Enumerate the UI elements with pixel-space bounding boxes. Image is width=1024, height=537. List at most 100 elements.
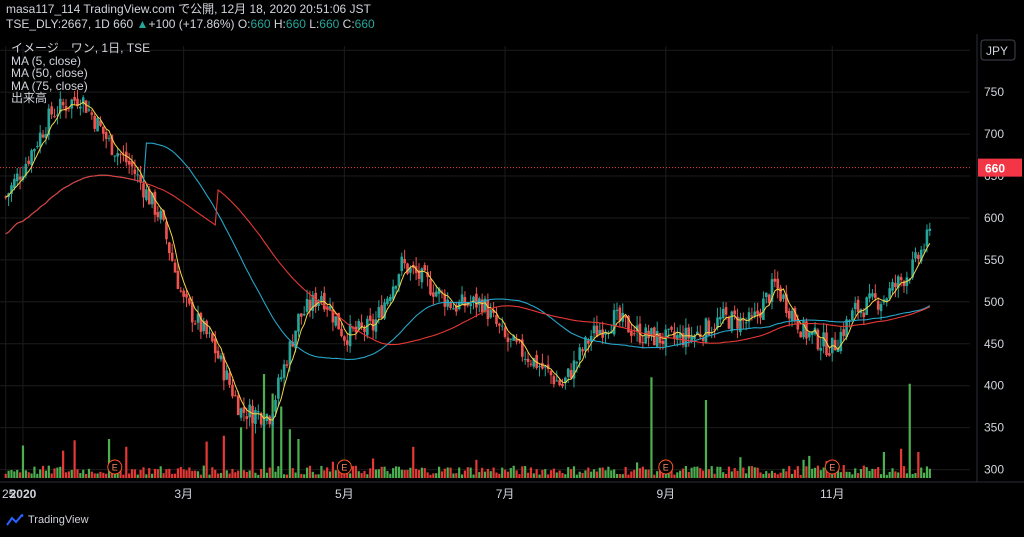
candle[interactable] — [584, 337, 587, 351]
candle[interactable] — [879, 304, 883, 312]
candle[interactable] — [650, 328, 653, 337]
candle[interactable] — [785, 293, 788, 313]
candle[interactable] — [885, 298, 889, 302]
candle[interactable] — [76, 98, 79, 107]
candle[interactable] — [604, 331, 607, 335]
candle[interactable] — [133, 169, 137, 174]
candle[interactable] — [681, 333, 685, 346]
candle[interactable] — [455, 305, 458, 312]
candle[interactable] — [64, 105, 68, 111]
candle[interactable] — [658, 333, 662, 344]
candle[interactable] — [429, 279, 432, 295]
candle[interactable] — [277, 377, 280, 399]
candle[interactable] — [463, 297, 467, 307]
candle[interactable] — [30, 150, 33, 166]
candle[interactable] — [377, 307, 381, 318]
candle[interactable] — [816, 329, 820, 350]
candle[interactable] — [521, 339, 524, 357]
candle[interactable] — [661, 340, 665, 345]
candle[interactable] — [538, 366, 541, 368]
candle[interactable] — [113, 155, 117, 157]
candle[interactable] — [767, 294, 771, 303]
candle[interactable] — [245, 416, 249, 419]
candle[interactable] — [535, 354, 538, 369]
candle[interactable] — [254, 410, 257, 424]
candle[interactable] — [127, 160, 131, 165]
candle[interactable] — [300, 313, 303, 317]
candle[interactable] — [434, 291, 438, 297]
candle[interactable] — [693, 335, 696, 340]
candle[interactable] — [394, 286, 398, 289]
candle[interactable] — [518, 339, 521, 341]
candle[interactable] — [443, 293, 447, 307]
candle[interactable] — [566, 368, 570, 377]
candle[interactable] — [265, 414, 269, 421]
candle[interactable] — [701, 338, 705, 341]
candle[interactable] — [208, 332, 211, 334]
candle[interactable] — [572, 360, 576, 379]
candle[interactable] — [472, 296, 475, 303]
candle[interactable] — [165, 221, 168, 240]
candle[interactable] — [130, 161, 134, 167]
candle[interactable] — [704, 318, 708, 343]
candle[interactable] — [179, 290, 183, 292]
candle[interactable] — [851, 310, 854, 321]
candle[interactable] — [578, 347, 582, 360]
candle[interactable] — [750, 315, 754, 317]
candle[interactable] — [670, 326, 673, 330]
earnings-marker[interactable] — [336, 459, 352, 475]
candle[interactable] — [541, 362, 544, 369]
candle[interactable] — [308, 299, 312, 311]
candle[interactable] — [222, 356, 226, 381]
candle[interactable] — [44, 133, 48, 138]
candle[interactable] — [736, 316, 739, 329]
candle[interactable] — [644, 327, 648, 344]
candle[interactable] — [839, 332, 843, 352]
candle[interactable] — [371, 319, 375, 331]
candle[interactable] — [526, 358, 530, 363]
candle[interactable] — [589, 335, 593, 342]
candle[interactable] — [529, 363, 533, 365]
candle[interactable] — [888, 288, 891, 299]
candle[interactable] — [922, 249, 926, 251]
candle[interactable] — [248, 404, 251, 418]
candle[interactable] — [357, 320, 361, 330]
candle[interactable] — [36, 146, 39, 148]
candle[interactable] — [236, 395, 240, 416]
candle[interactable] — [239, 408, 243, 418]
candle[interactable] — [274, 399, 277, 412]
candle[interactable] — [687, 327, 691, 339]
candle[interactable] — [136, 174, 140, 176]
candle[interactable] — [268, 416, 272, 425]
candle[interactable] — [569, 370, 573, 379]
candle[interactable] — [294, 330, 297, 349]
candle[interactable] — [498, 323, 501, 326]
candle[interactable] — [871, 293, 874, 297]
candle[interactable] — [305, 299, 309, 312]
candle[interactable] — [61, 101, 65, 106]
candle[interactable] — [331, 309, 335, 323]
candle[interactable] — [727, 317, 731, 329]
candle[interactable] — [460, 294, 464, 305]
candle[interactable] — [730, 311, 734, 332]
candle[interactable] — [386, 298, 389, 305]
candle[interactable] — [231, 384, 234, 397]
candle[interactable] — [607, 332, 610, 334]
candle[interactable] — [512, 335, 515, 341]
candle[interactable] — [555, 380, 559, 382]
candle[interactable] — [598, 329, 602, 335]
candle[interactable] — [340, 328, 343, 337]
candle[interactable] — [188, 298, 191, 304]
legend-ma5[interactable]: MA (5, close) — [11, 53, 82, 68]
candle[interactable] — [47, 108, 51, 136]
candle[interactable] — [856, 299, 860, 313]
candle[interactable] — [282, 364, 286, 378]
candle[interactable] — [810, 331, 814, 336]
candle[interactable] — [690, 335, 693, 341]
candle[interactable] — [145, 189, 148, 200]
candle[interactable] — [225, 370, 229, 380]
tradingview-logo[interactable]: TradingView — [6, 514, 89, 526]
candle[interactable] — [107, 137, 111, 139]
candle[interactable] — [911, 259, 914, 278]
candle[interactable] — [24, 163, 28, 176]
